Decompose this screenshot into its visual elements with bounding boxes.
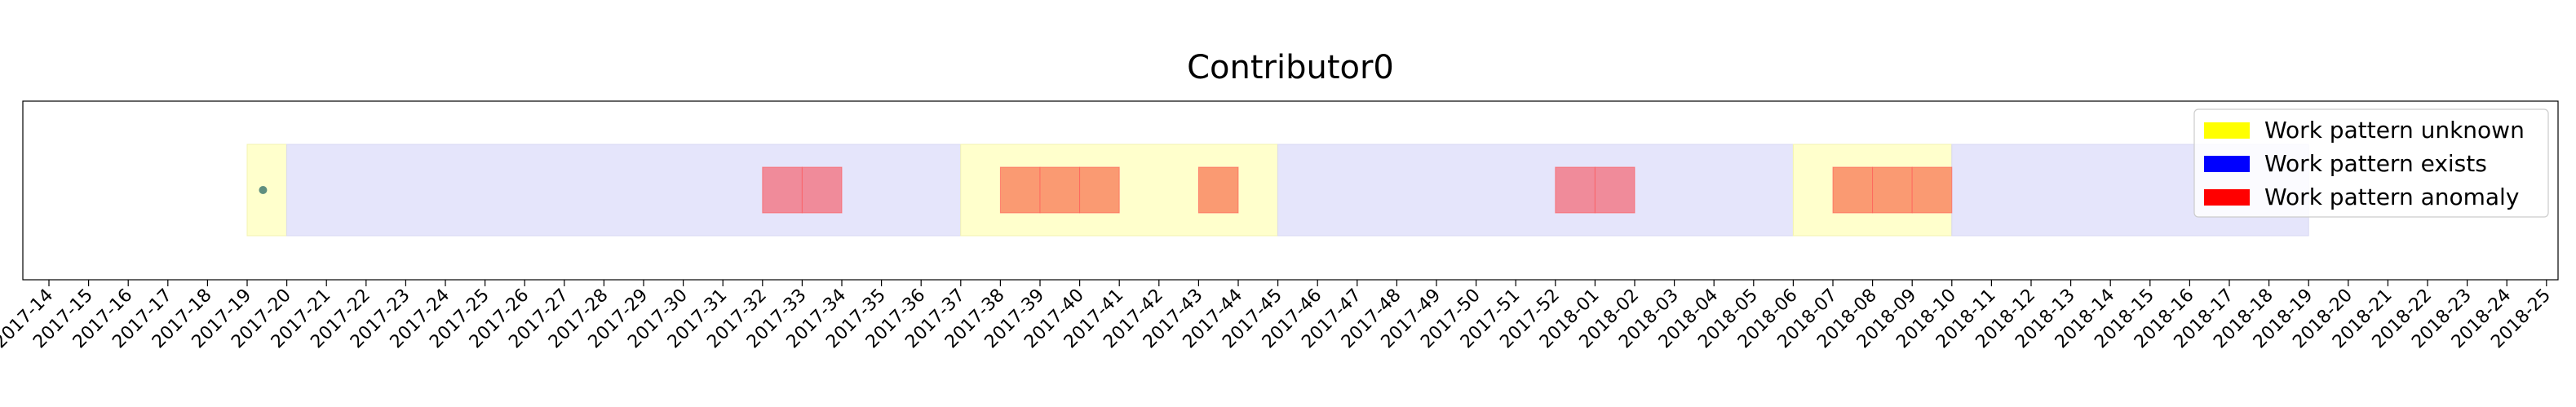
legend-label: Work pattern exists xyxy=(2264,150,2487,177)
period-unknown-2017-19 xyxy=(246,144,288,237)
markers-layer xyxy=(259,186,268,194)
chart-title: Contributor0 xyxy=(1187,49,1394,86)
anomaly-2018-09 xyxy=(1911,166,1953,214)
period-exists-2017-20 xyxy=(286,144,962,237)
plot-frame xyxy=(22,100,2559,281)
anomaly-2017-38 xyxy=(999,166,1041,214)
anomaly-2018-07 xyxy=(1832,166,1874,214)
period-exists-2017-45 xyxy=(1277,144,1794,237)
anomaly-2017-33 xyxy=(801,166,843,214)
legend-swatch xyxy=(2204,189,2250,206)
legend-swatch xyxy=(2204,122,2250,139)
anomaly-2017-52 xyxy=(1555,166,1596,214)
anomaly-2018-08 xyxy=(1872,166,1913,214)
legend-swatch xyxy=(2204,156,2250,172)
anomaly-2017-40 xyxy=(1079,166,1120,214)
anomaly-2017-39 xyxy=(1039,166,1081,214)
anomaly-2017-32 xyxy=(762,166,803,214)
legend: Work pattern unknown Work pattern exists W… xyxy=(2193,108,2549,218)
x-axis: 2017-142017-152017-162017-172017-182017-… xyxy=(0,280,2555,352)
anomaly-2017-43 xyxy=(1197,166,1239,214)
anomaly-2018-01 xyxy=(1594,166,1635,214)
legend-label: Work pattern unknown xyxy=(2264,117,2525,144)
legend-box xyxy=(2193,108,2549,218)
periods-layer xyxy=(246,144,2309,237)
anomalies-layer xyxy=(762,166,1953,214)
marker-2017-19 xyxy=(259,186,268,194)
legend-label: Work pattern anomaly xyxy=(2264,184,2519,210)
